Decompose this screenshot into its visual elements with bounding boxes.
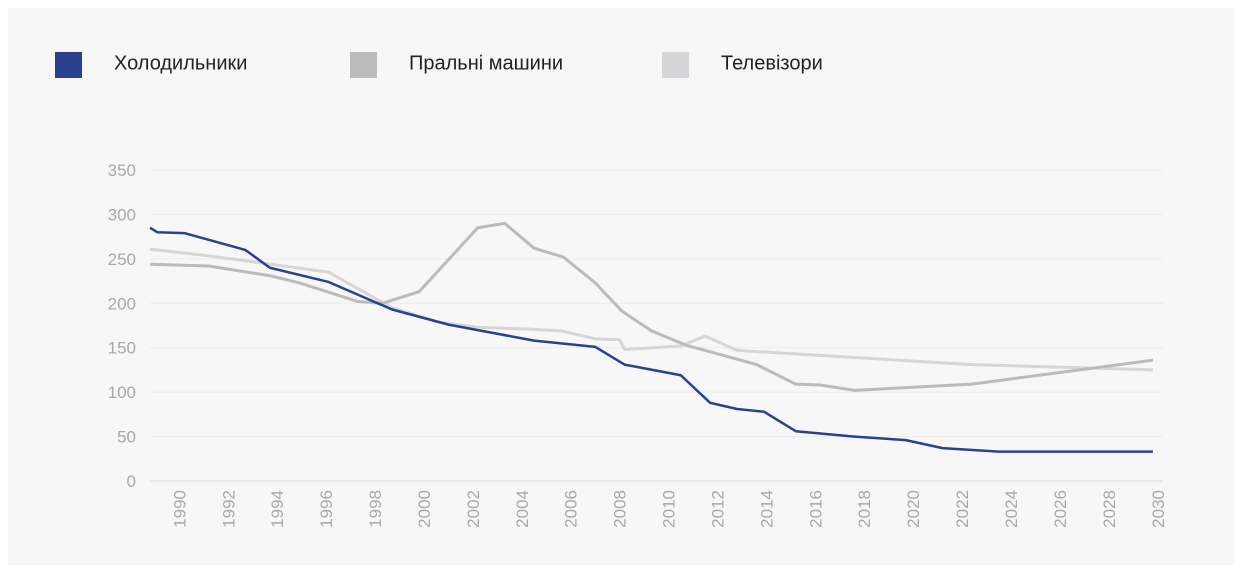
x-tick-label: 2028 bbox=[1100, 490, 1119, 528]
x-tick-label: 1998 bbox=[366, 490, 385, 528]
x-tick-label: 2024 bbox=[1002, 490, 1021, 528]
line-series bbox=[149, 226, 1153, 453]
legend-swatch bbox=[350, 52, 377, 78]
y-tick-label: 200 bbox=[108, 294, 136, 313]
y-tick-label: 50 bbox=[117, 428, 136, 447]
legend-label: Пральні машини bbox=[409, 52, 563, 74]
legend-label: Холодильники bbox=[114, 52, 247, 74]
y-tick-label: 350 bbox=[108, 161, 136, 180]
line-series bbox=[149, 221, 1154, 392]
x-tick-label: 2014 bbox=[757, 490, 776, 528]
x-tick-label: 2026 bbox=[1051, 490, 1070, 528]
x-tick-label: 2002 bbox=[464, 490, 483, 528]
x-tick-label: 1994 bbox=[268, 490, 287, 528]
x-tick-label: 2016 bbox=[806, 490, 825, 528]
x-tick-label: 1996 bbox=[317, 490, 336, 528]
y-tick-label: 150 bbox=[108, 339, 136, 358]
line-series bbox=[149, 247, 1153, 372]
panel bbox=[8, 8, 1235, 565]
y-tick-label: 0 bbox=[127, 472, 136, 491]
legend-label: Телевізори bbox=[721, 52, 823, 74]
x-tick-label: 2010 bbox=[660, 490, 679, 528]
x-tick-label: 1992 bbox=[219, 490, 238, 528]
x-tick-label: 1990 bbox=[170, 490, 189, 528]
x-tick-label: 2000 bbox=[415, 490, 434, 528]
x-tick-label: 2008 bbox=[611, 490, 630, 528]
x-tick-label: 2018 bbox=[855, 490, 874, 528]
x-tick-label: 2012 bbox=[708, 490, 727, 528]
y-tick-label: 100 bbox=[108, 383, 136, 402]
legend-swatch bbox=[662, 52, 689, 78]
legend-swatch bbox=[55, 52, 82, 78]
x-tick-label: 2020 bbox=[904, 490, 923, 528]
x-tick-label: 2006 bbox=[562, 490, 581, 528]
y-tick-label: 300 bbox=[108, 205, 136, 224]
y-tick-label: 250 bbox=[108, 250, 136, 269]
x-tick-label: 2004 bbox=[513, 490, 532, 528]
x-tick-label: 2022 bbox=[953, 490, 972, 528]
x-tick-label: 2030 bbox=[1149, 490, 1168, 528]
